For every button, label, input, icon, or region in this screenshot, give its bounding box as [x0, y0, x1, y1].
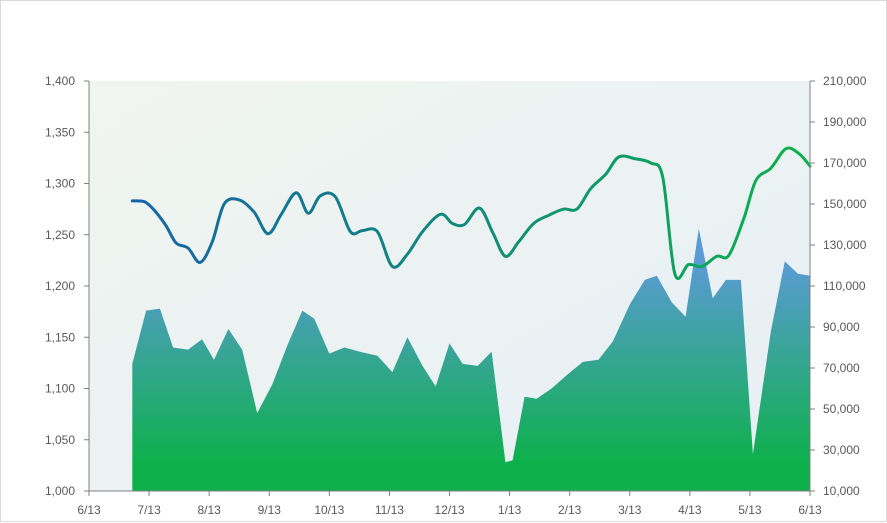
- x-tick-label: 2/13: [558, 503, 582, 517]
- left-tick-label: 1,250: [45, 228, 75, 242]
- right-tick-label: 150,000: [823, 197, 867, 211]
- x-tick-label: 12/13: [434, 503, 464, 517]
- x-tick-label: 6/13: [77, 503, 101, 517]
- right-tick-label: 10,000: [823, 484, 860, 498]
- price-line-series: [130, 146, 812, 281]
- x-tick-label: 11/13: [375, 503, 404, 517]
- left-tick-label: 1,350: [45, 125, 75, 139]
- x-tick-label: 7/13: [137, 503, 161, 517]
- right-tick-label: 210,000: [823, 74, 867, 88]
- right-tick-label: 30,000: [823, 443, 860, 457]
- left-tick-label: 1,000: [45, 484, 75, 498]
- x-tick-label: 5/13: [738, 503, 762, 517]
- right-tick-label: 70,000: [823, 361, 860, 375]
- left-tick-label: 1,050: [45, 433, 75, 447]
- volume-area-series: [132, 228, 811, 491]
- x-tick-label: 6/13: [798, 503, 822, 517]
- left-tick-label: 1,100: [45, 382, 75, 396]
- x-tick-label: 8/13: [197, 503, 221, 517]
- x-tick-label: 1/13: [498, 503, 522, 517]
- x-tick-label: 9/13: [258, 503, 282, 517]
- x-tick-label: 4/13: [678, 503, 702, 517]
- right-tick-label: 50,000: [823, 402, 860, 416]
- right-tick-label: 110,000: [823, 279, 866, 293]
- right-tick-label: 190,000: [823, 115, 867, 129]
- right-tick-label: 170,000: [823, 156, 867, 170]
- x-tick-label: 10/13: [314, 503, 344, 517]
- x-tick-label: 3/13: [618, 503, 642, 517]
- left-tick-label: 1,150: [45, 330, 75, 344]
- right-tick-label: 90,000: [823, 320, 860, 334]
- left-tick-label: 1,200: [45, 279, 75, 293]
- left-tick-label: 1,400: [45, 74, 75, 88]
- left-tick-label: 1,300: [45, 177, 75, 191]
- right-tick-label: 130,000: [823, 238, 867, 252]
